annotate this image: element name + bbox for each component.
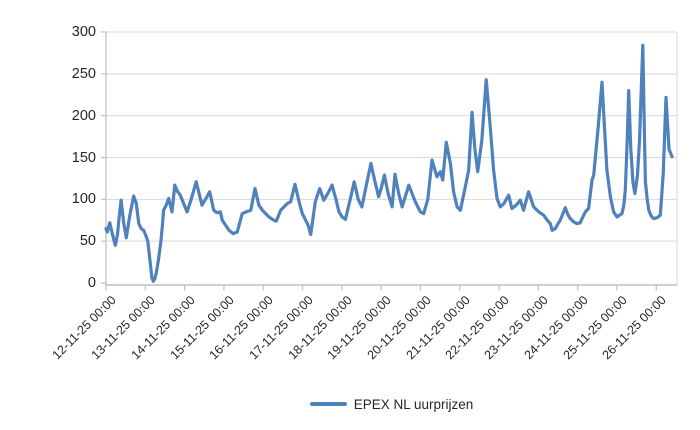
legend-label: EPEX NL uurprijzen (353, 396, 474, 412)
y-tick-label: 0 (87, 275, 96, 291)
legend-line-swatch (309, 402, 347, 406)
y-tick-label: 50 (79, 233, 96, 250)
y-tick-label: 250 (71, 65, 96, 82)
y-tick-label: 200 (71, 107, 96, 124)
y-tick-label: 300 (71, 24, 96, 40)
legend: EPEX NL uurprijzen (106, 394, 677, 414)
y-tick-label: 100 (71, 191, 96, 208)
y-tick-label: 150 (71, 149, 96, 166)
series-line-epex-nl-uurprijzen (104, 43, 674, 283)
